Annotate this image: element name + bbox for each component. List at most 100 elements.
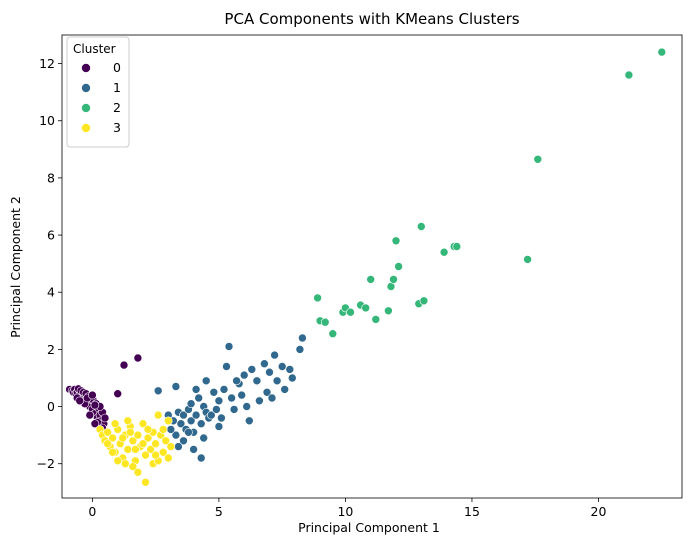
legend-label: 3	[113, 120, 121, 135]
cluster-2-point	[371, 315, 381, 324]
x-tick-label: 15	[464, 504, 480, 519]
cluster-1-point	[255, 396, 264, 406]
cluster-3-point	[108, 433, 117, 443]
cluster-1-point	[166, 425, 176, 434]
legend-marker	[81, 63, 91, 73]
cluster-1-point	[272, 376, 282, 386]
cluster-1-point	[196, 453, 206, 463]
cluster-3-point	[143, 425, 153, 434]
cluster-3-point	[141, 477, 150, 487]
legend-items: 0 1 2 3	[81, 60, 121, 135]
y-tick-label: 6	[47, 228, 55, 243]
cluster-3-point	[153, 410, 163, 420]
cluster-1-point	[186, 399, 196, 409]
cluster-3-point	[161, 436, 171, 446]
y-tick-label: 4	[47, 285, 55, 300]
cluster-1-point	[214, 422, 224, 431]
cluster-1-point	[201, 376, 211, 386]
cluster-1-point	[224, 342, 234, 351]
cluster-3-point	[151, 439, 160, 449]
legend-title: Cluster	[73, 42, 116, 56]
cluster-1-point	[295, 345, 305, 354]
plot-frame	[61, 34, 683, 499]
legend-label: 2	[113, 100, 121, 115]
cluster-1-point	[285, 365, 295, 374]
cluster-2-point	[657, 47, 667, 57]
cluster-3-point	[151, 450, 160, 460]
cluster-1-point	[237, 390, 246, 400]
cluster-1-point	[277, 362, 287, 371]
cluster-3-point	[158, 447, 168, 457]
cluster-1-point	[171, 382, 181, 391]
cluster-0-point	[88, 390, 97, 400]
cluster-1-point	[176, 419, 186, 429]
cluster-1-point	[194, 393, 203, 403]
cluster-1-point	[245, 416, 254, 426]
cluster-3-point	[166, 442, 176, 451]
cluster-1-point	[239, 370, 249, 380]
cluster-3-point	[138, 419, 148, 429]
cluster-3-point	[123, 445, 133, 454]
cluster-1-point	[232, 376, 241, 386]
x-tick-label: 10	[337, 504, 353, 519]
cluster-2-point	[419, 296, 429, 306]
cluster-2-point	[624, 70, 634, 80]
legend-label: 0	[113, 60, 121, 75]
cluster-2-point	[346, 307, 355, 317]
legend-marker	[81, 123, 91, 133]
cluster-3-point	[133, 467, 143, 477]
cluster-3-point	[143, 433, 153, 443]
cluster-1-point	[260, 359, 269, 369]
cluster-1-point	[184, 427, 193, 437]
cluster-1-point	[179, 436, 188, 446]
cluster-1-point	[222, 362, 231, 371]
cluster-1-point	[287, 373, 297, 383]
cluster-2-point	[439, 247, 449, 257]
cluster-3-point	[103, 439, 112, 449]
y-tick-label: 0	[47, 399, 55, 414]
cluster-2-point	[366, 275, 376, 284]
cluster-0-point	[100, 413, 110, 423]
cluster-1-point	[209, 387, 219, 397]
cluster-3-point	[103, 427, 112, 437]
cluster-3-point	[133, 430, 143, 440]
cluster-1-point	[174, 442, 183, 451]
cluster-2-point	[416, 222, 426, 231]
cluster-1-point	[247, 365, 257, 374]
y-axis-label: Principal Component 2	[8, 196, 23, 338]
y-tick-label: 12	[39, 56, 55, 71]
legend-marker	[81, 103, 91, 113]
cluster-3-point	[123, 416, 133, 426]
cluster-0-point	[113, 389, 122, 399]
cluster-0-point	[119, 360, 129, 370]
cluster-1-point	[199, 433, 208, 443]
x-tick-label: 5	[215, 504, 223, 519]
y-tick-label: 8	[47, 170, 55, 185]
cluster-2-point	[328, 329, 338, 339]
cluster-1-point	[298, 333, 307, 343]
cluster-2-point	[394, 262, 403, 271]
y-tick-label: 2	[47, 342, 55, 357]
cluster-1-point	[191, 410, 201, 420]
cluster-3-point	[118, 433, 127, 443]
cluster-3-point	[126, 427, 135, 437]
cluster-2-point	[389, 275, 398, 284]
legend: Cluster 0 1 2 3	[66, 36, 130, 148]
cluster-2-point	[384, 306, 393, 316]
cluster-1-point	[207, 410, 216, 420]
cluster-3-point	[121, 459, 130, 469]
cluster-3-point	[164, 416, 173, 426]
cluster-2-point	[523, 255, 532, 264]
cluster-2-point	[452, 242, 462, 251]
points-layer	[65, 47, 667, 487]
cluster-0-point	[90, 400, 100, 410]
legend-marker	[81, 83, 91, 93]
cluster-1-point	[214, 396, 224, 406]
cluster-1-point	[186, 416, 196, 426]
cluster-2-point	[391, 236, 401, 246]
cluster-3-point	[108, 447, 117, 457]
cluster-1-point	[229, 405, 239, 414]
cluster-2-point	[533, 155, 543, 164]
cluster-3-point	[158, 425, 168, 434]
